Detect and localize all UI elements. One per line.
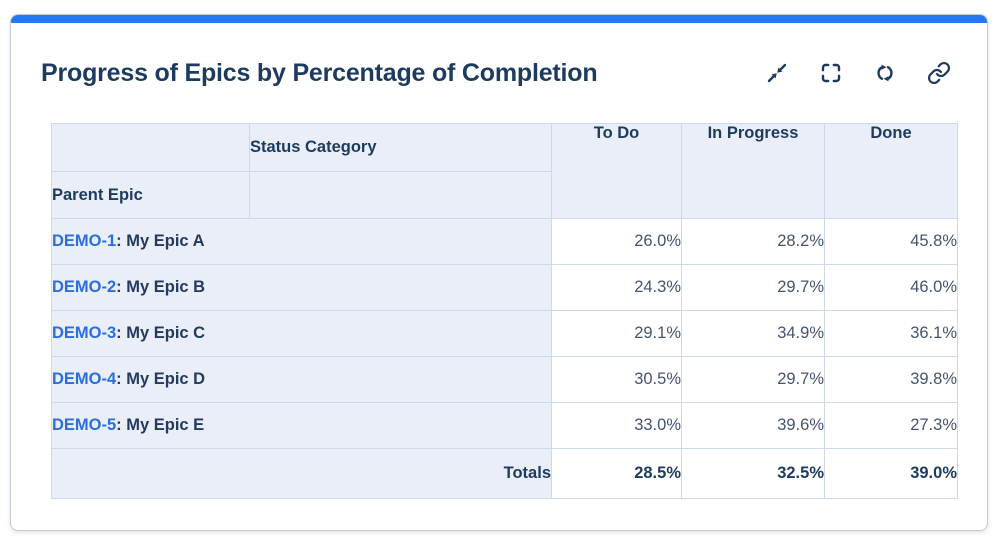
minimize-icon xyxy=(767,63,786,83)
epic-key-link[interactable]: DEMO-1 xyxy=(52,232,117,250)
epic-label-cell: DEMO-3: My Epic C xyxy=(51,310,552,357)
epic-name: : My Epic D xyxy=(116,370,206,388)
dashboard-gadget-card: Progress of Epics by Percentage of Compl… xyxy=(10,14,988,531)
gadget-header: Progress of Epics by Percentage of Compl… xyxy=(11,23,987,123)
value-cell: 36.1% xyxy=(824,310,958,357)
value-cell: 30.5% xyxy=(551,356,682,403)
minimize-button[interactable] xyxy=(764,61,789,86)
fullscreen-icon xyxy=(821,63,840,83)
epic-label-cell: DEMO-1: My Epic A xyxy=(51,218,552,265)
table-row: DEMO-3: My Epic C 29.1% 34.9% 36.1% xyxy=(51,310,958,357)
table-row: DEMO-5: My Epic E 33.0% 39.6% 27.3% xyxy=(51,402,958,449)
epic-key-link[interactable]: DEMO-2 xyxy=(52,278,117,296)
gadget-toolbar xyxy=(764,61,951,86)
value-cell: 46.0% xyxy=(824,264,958,311)
column-dimension-header: Status Category xyxy=(249,123,552,172)
column-header-done: Done xyxy=(824,123,958,219)
epic-label-cell: DEMO-2: My Epic B xyxy=(51,264,552,311)
value-cell: 33.0% xyxy=(551,402,682,449)
epic-name: : My Epic C xyxy=(116,324,206,342)
totals-value: 39.0% xyxy=(824,448,958,499)
value-cell: 45.8% xyxy=(824,218,958,265)
value-cell: 28.2% xyxy=(681,218,825,265)
value-cell: 24.3% xyxy=(551,264,682,311)
table-row: DEMO-2: My Epic B 24.3% 29.7% 46.0% xyxy=(51,264,958,311)
totals-row: Totals 28.5% 32.5% 39.0% xyxy=(51,448,958,499)
refresh-icon xyxy=(876,64,893,82)
row-dimension-header: Parent Epic xyxy=(51,171,250,219)
value-cell: 26.0% xyxy=(551,218,682,265)
refresh-button[interactable] xyxy=(872,61,897,86)
value-cell: 39.8% xyxy=(824,356,958,403)
value-cell: 29.1% xyxy=(551,310,682,357)
fullscreen-button[interactable] xyxy=(818,61,843,86)
corner-cell-bottom xyxy=(249,171,552,219)
link-icon xyxy=(927,61,950,85)
epic-name: : My Epic B xyxy=(116,278,206,296)
totals-value: 28.5% xyxy=(551,448,682,499)
accent-bar xyxy=(11,15,987,23)
epics-progress-table: Status Category To Do In Progress Done P… xyxy=(51,123,958,499)
column-header-todo: To Do xyxy=(551,123,682,219)
epic-label-cell: DEMO-5: My Epic E xyxy=(51,402,552,449)
value-cell: 39.6% xyxy=(681,402,825,449)
epic-name: : My Epic A xyxy=(116,232,205,250)
epic-key-link[interactable]: DEMO-3 xyxy=(52,324,117,342)
value-cell: 27.3% xyxy=(824,402,958,449)
corner-cell-top xyxy=(51,123,250,172)
epic-key-link[interactable]: DEMO-4 xyxy=(52,370,117,388)
value-cell: 29.7% xyxy=(681,264,825,311)
value-cell: 29.7% xyxy=(681,356,825,403)
totals-label: Totals xyxy=(51,448,552,499)
column-header-inprogress: In Progress xyxy=(681,123,825,219)
value-cell: 34.9% xyxy=(681,310,825,357)
link-button[interactable] xyxy=(926,61,951,86)
table-row: DEMO-1: My Epic A 26.0% 28.2% 45.8% xyxy=(51,218,958,265)
gadget-title: Progress of Epics by Percentage of Compl… xyxy=(41,58,598,87)
table-row: DEMO-4: My Epic D 30.5% 29.7% 39.8% xyxy=(51,356,958,403)
epic-label-cell: DEMO-4: My Epic D xyxy=(51,356,552,403)
epic-key-link[interactable]: DEMO-5 xyxy=(52,416,117,434)
totals-value: 32.5% xyxy=(681,448,825,499)
epic-name: : My Epic E xyxy=(116,416,205,434)
